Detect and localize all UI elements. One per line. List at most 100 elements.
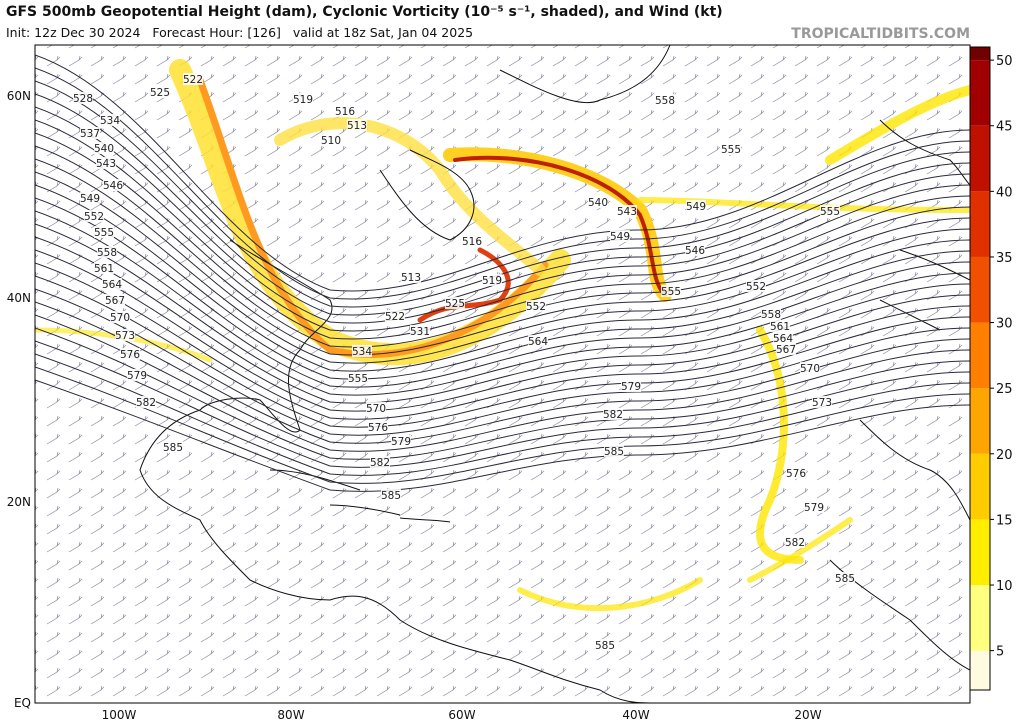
coastlines bbox=[139, 45, 970, 703]
contour-label: 558 bbox=[761, 309, 781, 321]
contour-label: 546 bbox=[103, 180, 123, 192]
contour-label: 543 bbox=[617, 206, 637, 218]
contour-label: 564 bbox=[102, 279, 122, 291]
contour-line bbox=[35, 184, 970, 372]
contour-label-bg bbox=[391, 435, 411, 447]
contour-label-bg bbox=[80, 192, 100, 204]
contour-label: 582 bbox=[370, 457, 390, 469]
contour-label: 552 bbox=[526, 301, 546, 313]
contour-label-bg bbox=[183, 73, 203, 85]
contour-label: 573 bbox=[115, 330, 135, 342]
contour-label: 525 bbox=[445, 298, 465, 310]
contour-label-bg bbox=[462, 235, 482, 247]
contour-line bbox=[35, 314, 970, 452]
contour-label-bg bbox=[366, 402, 386, 414]
colorbar-segment bbox=[970, 191, 990, 257]
colorbar-segment bbox=[970, 47, 990, 61]
contour-label: 576 bbox=[368, 422, 388, 434]
lat-label: EQ bbox=[14, 696, 31, 710]
contour-label: 543 bbox=[96, 158, 116, 170]
contour-label: 531 bbox=[410, 326, 430, 338]
contour-label: 579 bbox=[621, 381, 641, 393]
contour-label: 534 bbox=[100, 115, 120, 127]
contour-label-bg bbox=[293, 93, 313, 105]
contour-label-bg bbox=[150, 86, 170, 98]
contour-label: 519 bbox=[293, 94, 313, 106]
height-contours bbox=[35, 54, 970, 492]
contour-label-bg bbox=[136, 396, 156, 408]
lon-label: 80W bbox=[277, 708, 304, 722]
contour-label: 579 bbox=[391, 436, 411, 448]
contour-label: 585 bbox=[595, 640, 615, 652]
title: GFS 500mb Geopotential Height (dam), Cyc… bbox=[6, 4, 723, 20]
contour-label: 582 bbox=[136, 397, 156, 409]
lon-label: 40W bbox=[622, 708, 649, 722]
contour-line bbox=[35, 223, 970, 396]
contour-label-bg bbox=[528, 335, 548, 347]
contour-label-bg bbox=[368, 421, 388, 433]
contour-line bbox=[35, 171, 970, 364]
contour-label-bg bbox=[120, 348, 140, 360]
colorbar-tick-label: 35 bbox=[996, 251, 1013, 266]
contour-label: 573 bbox=[812, 397, 832, 409]
colorbar-segment bbox=[970, 125, 990, 192]
contour-label: 540 bbox=[588, 197, 608, 209]
contour-line bbox=[35, 366, 970, 484]
contour-label: 516 bbox=[462, 236, 482, 248]
lon-label: 60W bbox=[448, 708, 475, 722]
lat-label: 40N bbox=[7, 291, 31, 305]
contour-line bbox=[35, 236, 970, 404]
contour-label: 585 bbox=[604, 446, 624, 458]
contour-label: 540 bbox=[94, 143, 114, 155]
colorbar-segment bbox=[970, 453, 990, 520]
contour-label: 561 bbox=[94, 263, 114, 275]
contour-label: 549 bbox=[80, 193, 100, 205]
contour-line bbox=[35, 80, 970, 308]
contour-label: 576 bbox=[786, 468, 806, 480]
contour-line bbox=[35, 197, 970, 380]
contour-label-bg bbox=[804, 501, 824, 513]
contour-label-bg bbox=[746, 280, 766, 292]
contour-label: 579 bbox=[804, 502, 824, 514]
contour-line bbox=[35, 353, 970, 476]
contour-label-bg bbox=[103, 179, 123, 191]
contour-label-bg bbox=[773, 332, 793, 344]
contour-label: 555 bbox=[348, 373, 368, 385]
colorbar-tick-label: 30 bbox=[996, 317, 1013, 332]
colorbar-tick-label: 5 bbox=[996, 645, 1004, 660]
colorbar-tick-label: 50 bbox=[996, 54, 1013, 69]
contour-line bbox=[35, 379, 970, 492]
contour-label: 585 bbox=[163, 442, 183, 454]
contour-label: 510 bbox=[321, 135, 341, 147]
contour-label-bg bbox=[96, 157, 116, 169]
contour-label-bg bbox=[526, 300, 546, 312]
contour-label-bg bbox=[94, 142, 114, 154]
contour-label: 558 bbox=[97, 247, 117, 259]
contour-line bbox=[35, 275, 970, 428]
contour-label: 552 bbox=[84, 211, 104, 223]
colorbar-segment bbox=[970, 322, 990, 389]
contour-label: 555 bbox=[94, 227, 114, 239]
contour-label: 561 bbox=[770, 321, 790, 333]
contour-label: 528 bbox=[73, 93, 93, 105]
lon-label: 20W bbox=[794, 708, 821, 722]
contour-label: 555 bbox=[820, 206, 840, 218]
contour-label-bg bbox=[335, 105, 355, 117]
contour-label-bg bbox=[94, 226, 114, 238]
colorbar-segment bbox=[970, 388, 990, 454]
colorbar-segment bbox=[970, 585, 990, 651]
contour-label-bg bbox=[370, 456, 390, 468]
contour-label-bg bbox=[621, 380, 641, 392]
contour-line bbox=[35, 93, 970, 316]
colorbar: 5 10 15 20 25 30 35 40 45 50 bbox=[969, 46, 1013, 691]
contour-label-bg bbox=[348, 372, 368, 384]
axes: 60N 40N 20N EQ 100W 80W 60W 40W 20W bbox=[7, 89, 822, 722]
contour-label: 558 bbox=[655, 95, 675, 107]
contour-line bbox=[35, 327, 970, 460]
contour-label-bg bbox=[588, 196, 608, 208]
contour-label: 522 bbox=[385, 311, 405, 323]
contour-label-bg bbox=[163, 441, 183, 453]
lat-label: 20N bbox=[7, 495, 31, 509]
contour-label-bg bbox=[820, 205, 840, 217]
